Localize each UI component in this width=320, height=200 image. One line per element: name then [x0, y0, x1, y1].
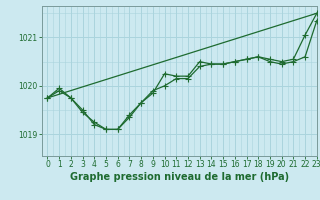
X-axis label: Graphe pression niveau de la mer (hPa): Graphe pression niveau de la mer (hPa) — [70, 172, 289, 182]
